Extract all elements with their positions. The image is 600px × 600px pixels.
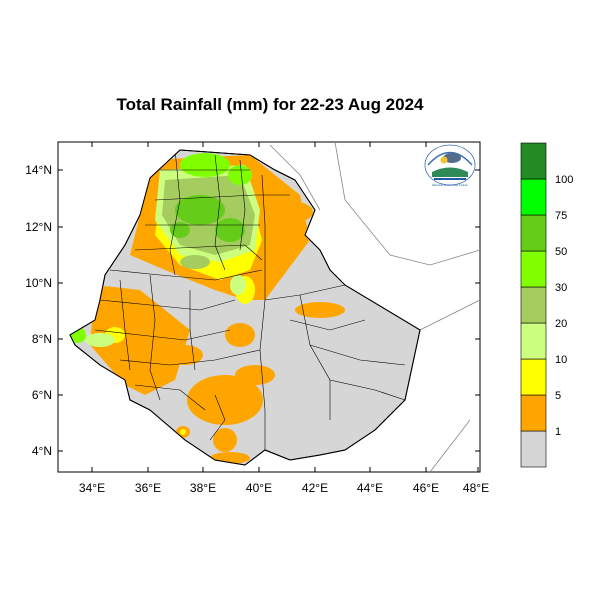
lon-label: 42°E xyxy=(302,481,328,495)
emi-logo: Ethiopian Meteorology Institute xyxy=(424,144,476,187)
lon-label: 38°E xyxy=(190,481,216,495)
neighbor-borders xyxy=(269,141,481,473)
lat-label: 12°N xyxy=(25,220,52,234)
colorbar-swatch xyxy=(520,358,547,396)
lon-label: 46°E xyxy=(413,481,439,495)
lon-label: 36°E xyxy=(135,481,161,495)
lon-label: 44°E xyxy=(357,481,383,495)
colorbar-swatch xyxy=(520,178,547,216)
map-title: Total Rainfall (mm) for 22-23 Aug 2024 xyxy=(116,95,424,114)
lat-tick-labels: 14°N 12°N 10°N 8°N 6°N 4°N xyxy=(25,163,52,458)
colorbar-label: 30 xyxy=(555,282,567,294)
lat-label: 4°N xyxy=(32,444,52,458)
lon-tick-labels: 34°E 36°E 38°E 40°E 42°E 44°E 46°E 48°E xyxy=(79,481,489,495)
colorbar-swatch xyxy=(520,394,547,432)
colorbar-swatch xyxy=(520,250,547,288)
colorbar-label: 1 xyxy=(555,426,561,438)
colorbar-label: 10 xyxy=(555,354,567,366)
colorbar-label: 75 xyxy=(555,210,567,222)
logo-caption: Ethiopian Meteorology Institute xyxy=(432,183,468,187)
lon-label: 34°E xyxy=(79,481,105,495)
colorbar-swatch xyxy=(520,286,547,324)
lon-label: 48°E xyxy=(463,481,489,495)
colorbar: 1 5 10 20 30 50 75 100 xyxy=(520,142,573,468)
admin-boundaries xyxy=(94,150,406,450)
lat-ticks xyxy=(58,169,480,452)
lon-label: 40°E xyxy=(246,481,272,495)
lat-label: 14°N xyxy=(25,163,52,177)
colorbar-label: 100 xyxy=(555,174,573,186)
colorbar-label: 20 xyxy=(555,318,567,330)
colorbar-swatch xyxy=(520,214,547,252)
colorbar-label: 50 xyxy=(555,246,567,258)
colorbar-swatch xyxy=(520,430,547,468)
colorbar-swatch xyxy=(520,142,547,180)
lat-label: 8°N xyxy=(32,332,52,346)
lon-ticks xyxy=(91,142,479,472)
colorbar-swatch xyxy=(520,322,547,360)
lat-label: 10°N xyxy=(25,276,52,290)
country-outline xyxy=(69,149,421,466)
lat-label: 6°N xyxy=(32,388,52,402)
colorbar-label: 5 xyxy=(555,390,561,402)
rain-class-50-75 xyxy=(170,195,245,242)
